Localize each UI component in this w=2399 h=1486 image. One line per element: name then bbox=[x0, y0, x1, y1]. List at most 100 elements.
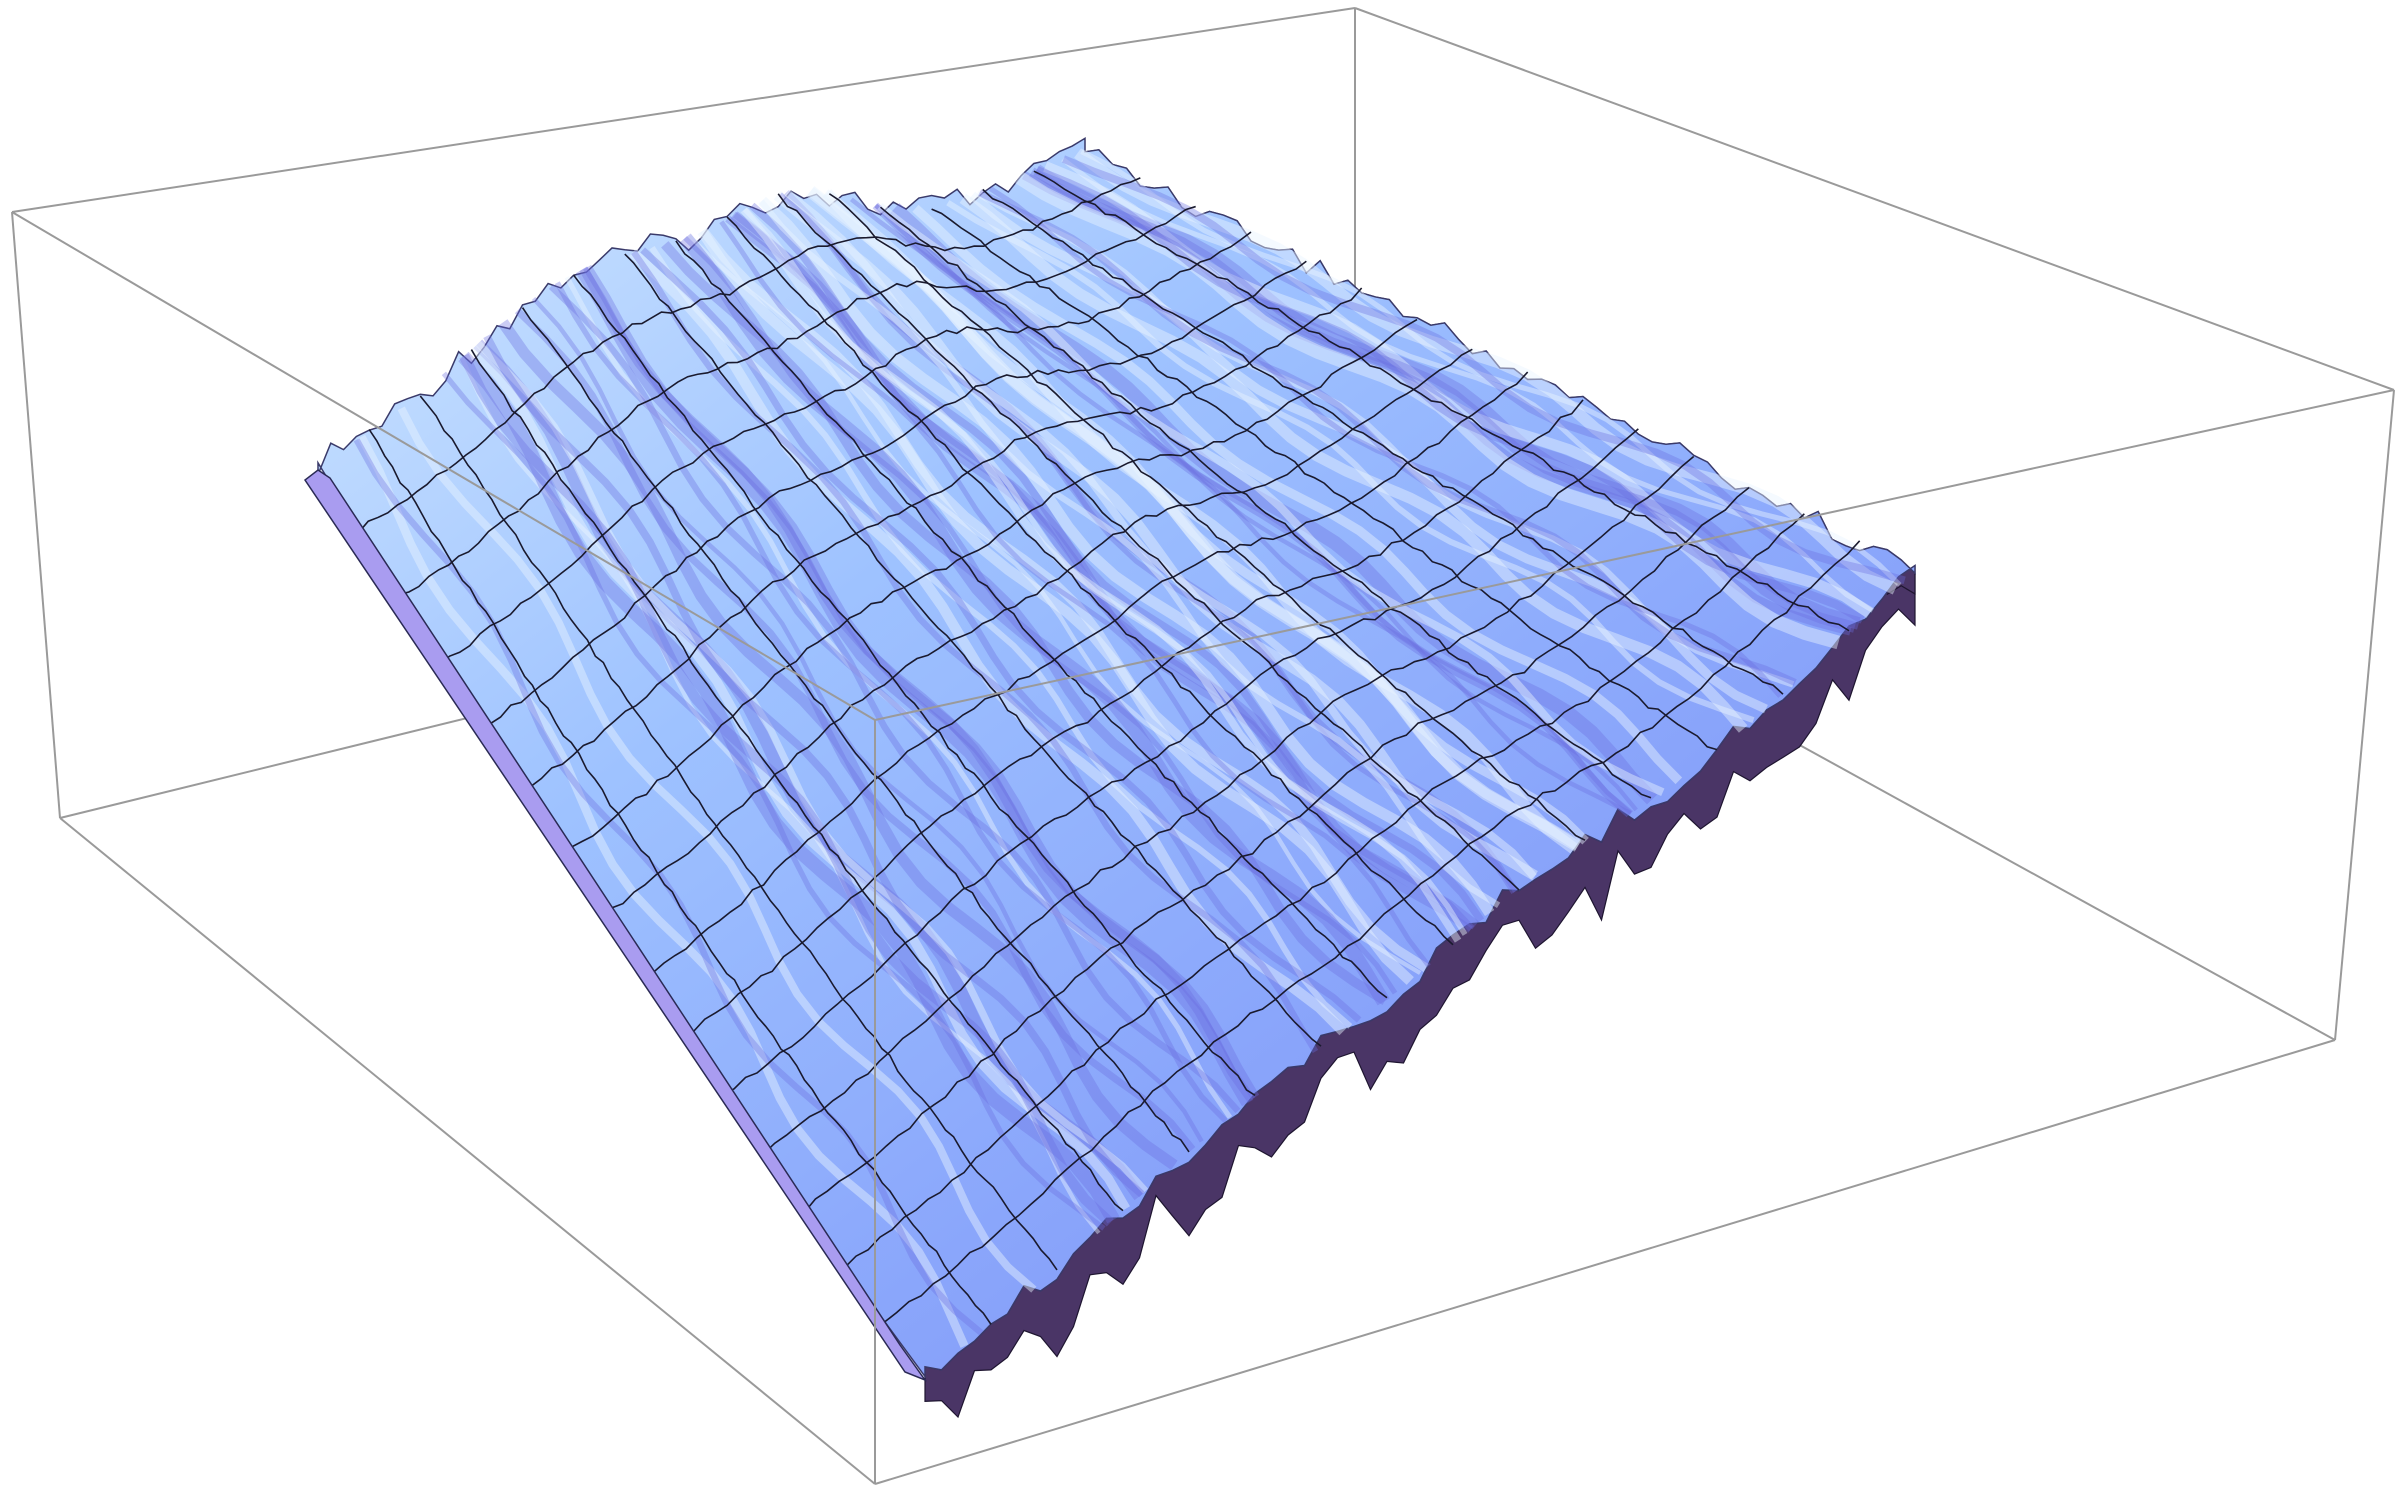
mesh-line-v bbox=[560, 318, 1418, 857]
surface-shading-streak bbox=[460, 356, 1101, 1235]
mesh-line-v bbox=[641, 371, 1529, 979]
surface-shading-streak bbox=[1061, 157, 1874, 613]
surface-shading-streak bbox=[1028, 167, 1857, 633]
box-edge-bottom-front-left bbox=[59, 817, 876, 1485]
surface-shading-streak bbox=[498, 319, 1178, 1170]
surface-shading-streak bbox=[679, 233, 1390, 1006]
surface-shading-streak bbox=[978, 189, 1797, 686]
mesh-line-v bbox=[398, 205, 1196, 596]
surface-shading-streak bbox=[806, 186, 1582, 852]
box-edge-bottom-front-right bbox=[874, 1039, 2336, 1485]
mesh-line-u bbox=[982, 188, 1784, 695]
surface-shading-streak bbox=[1062, 155, 1906, 585]
mesh-line-u bbox=[726, 216, 1454, 946]
surface-shading-streak bbox=[475, 340, 1149, 1194]
surface-shading-streak bbox=[514, 308, 1196, 1152]
mesh-line-u bbox=[368, 428, 992, 1325]
surface-shading-streak bbox=[740, 207, 1462, 943]
surface-shading-streak bbox=[579, 266, 1256, 1103]
surface-shading-streak bbox=[889, 203, 1658, 805]
surface-shading-streak bbox=[874, 203, 1638, 812]
surface-shading-streak bbox=[583, 264, 1260, 1100]
box-edge-top-front-right bbox=[874, 389, 2395, 721]
mesh-line-u bbox=[419, 395, 1058, 1271]
surface-shading-streak bbox=[773, 190, 1538, 881]
mesh-line-u bbox=[624, 253, 1322, 1047]
surface-shading-streak bbox=[473, 339, 1145, 1201]
mesh-line-u bbox=[931, 208, 1718, 751]
surface-shading-streak bbox=[988, 186, 1783, 698]
surface-shading-streak bbox=[959, 193, 1748, 733]
mesh-line-u bbox=[675, 240, 1388, 999]
surface-shading-streak bbox=[554, 281, 1228, 1123]
surface-shading-streak bbox=[483, 334, 1145, 1198]
mesh-line-v bbox=[843, 513, 1805, 1269]
surface-shading-streak bbox=[758, 196, 1495, 917]
surface-shading-streak bbox=[1033, 164, 1861, 630]
surface-shading-streak bbox=[357, 434, 969, 1348]
surface-shading-streak bbox=[628, 248, 1347, 1036]
surface-shading-streak bbox=[872, 202, 1632, 818]
box-edge-back-top-right bbox=[1354, 7, 2395, 391]
surface-shading-streak bbox=[849, 197, 1632, 816]
surface-shading-streak bbox=[877, 203, 1665, 796]
surface-shading-streak bbox=[719, 220, 1431, 968]
surface-shading-streak bbox=[397, 406, 1037, 1293]
surface-shading-streak bbox=[1080, 149, 1902, 587]
surface-shading-streak bbox=[688, 234, 1422, 975]
surface-shading-streak bbox=[683, 236, 1398, 995]
mesh-line-u bbox=[1033, 170, 1850, 632]
surface-left-edge bbox=[303, 469, 928, 1382]
surface-shading-streak bbox=[441, 371, 1106, 1231]
mesh-line-v bbox=[762, 455, 1695, 1156]
surface-shading-streak bbox=[749, 202, 1485, 923]
surface-shading-streak bbox=[822, 189, 1578, 854]
mesh-line-v bbox=[681, 399, 1584, 1039]
surface-shading-streak bbox=[1043, 161, 1873, 618]
surface-shading-streak bbox=[912, 204, 1683, 785]
surface-shading-streak bbox=[822, 189, 1589, 845]
mesh-line-v bbox=[520, 287, 1363, 792]
mesh-line-u bbox=[470, 349, 1124, 1212]
mesh-line-v bbox=[479, 260, 1307, 728]
mesh-line-v bbox=[884, 540, 1861, 1323]
surface-shading-streak bbox=[564, 276, 1233, 1119]
surface-shading-streak bbox=[697, 228, 1414, 985]
surface-shading-streak bbox=[729, 211, 1479, 930]
mesh-line-v bbox=[357, 177, 1141, 534]
surface-shading-streak bbox=[640, 247, 1362, 1023]
surface-shading-streak bbox=[699, 227, 1429, 972]
surface-shading-streak bbox=[469, 345, 1130, 1211]
mesh-line-u bbox=[573, 274, 1256, 1096]
bounding-box-front bbox=[11, 211, 2395, 1485]
surface-shading-streak bbox=[1074, 148, 1898, 595]
surface-shading-streak bbox=[969, 191, 1768, 714]
surface-shading-streak bbox=[742, 207, 1468, 936]
box-edge-back-top-left bbox=[11, 7, 1356, 213]
surface-shading-streak bbox=[778, 192, 1518, 893]
mesh-line-u bbox=[879, 206, 1652, 799]
surface-shading-streak bbox=[458, 351, 1120, 1224]
mesh-line-u bbox=[521, 307, 1190, 1153]
mesh-line-u bbox=[828, 193, 1586, 841]
box-edge-left-vertical bbox=[11, 211, 61, 819]
surface-shading-streak bbox=[807, 187, 1581, 851]
mesh-line-v bbox=[600, 348, 1473, 919]
surface-shading-streak bbox=[1034, 166, 1865, 624]
surface-shading-streak bbox=[649, 245, 1353, 1029]
mesh-line-v bbox=[802, 486, 1750, 1214]
surface-shading-streak bbox=[874, 203, 1634, 815]
surface-shading-streak bbox=[782, 190, 1519, 894]
surface-shading-streak bbox=[758, 199, 1501, 908]
surface-shading-streak bbox=[661, 241, 1388, 1005]
surface-shading-streak bbox=[1021, 171, 1852, 636]
surface-shading-streak bbox=[548, 284, 1241, 1114]
mesh-line-u bbox=[777, 193, 1520, 891]
box-edge-top-front-left bbox=[11, 211, 876, 721]
surface-shading-streak bbox=[975, 190, 1795, 688]
surface-shading-streak bbox=[946, 200, 1755, 723]
box-edge-right-vertical bbox=[2334, 389, 2395, 1041]
mesh-line-v bbox=[438, 231, 1252, 666]
surface-mesh bbox=[303, 136, 1916, 1419]
